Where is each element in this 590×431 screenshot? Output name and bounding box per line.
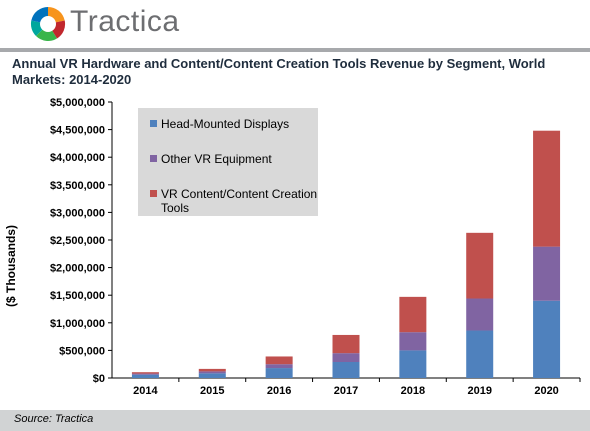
y-tick-label: $4,500,000 (50, 125, 105, 137)
bar-hmd-2018 (399, 350, 427, 378)
bar-other-2019 (466, 298, 494, 331)
x-tick-label: 2020 (534, 385, 558, 397)
bar-content-2019 (466, 232, 494, 299)
legend-swatch-hmd (150, 120, 157, 127)
bar-other-2018 (399, 332, 427, 351)
x-tick-label: 2018 (401, 385, 425, 397)
bar-hmd-2015 (198, 373, 226, 378)
bar-content-2017 (332, 334, 360, 354)
bar-hmd-2014 (131, 374, 159, 378)
x-tick-label: 2014 (133, 385, 158, 397)
bar-other-2015 (198, 371, 226, 374)
bar-hmd-2017 (332, 361, 360, 378)
legend: Head-Mounted Displays Other VR Equipment… (138, 108, 318, 216)
bar-hmd-2016 (265, 368, 293, 378)
footer: Source: Tractica (0, 410, 590, 431)
bar-content-2016 (265, 356, 293, 365)
legend-label-content: VR Content/Content Creation Tools (161, 187, 318, 215)
bar-hmd-2019 (466, 330, 494, 378)
legend-label-other: Other VR Equipment (161, 152, 272, 166)
y-tick-label: $500,000 (59, 345, 105, 357)
y-tick-label: $1,000,000 (50, 318, 105, 330)
y-tick-label: $2,500,000 (50, 235, 105, 247)
chart-title: Annual VR Hardware and Content/Content C… (12, 56, 546, 87)
bar-other-2017 (332, 353, 360, 362)
bar-hmd-2020 (533, 300, 561, 378)
y-tick-label: $1,500,000 (50, 290, 105, 302)
y-tick-label: $2,000,000 (50, 263, 105, 275)
y-axis-label: ($ Thousands) (4, 225, 18, 308)
y-tick-label: $0 (93, 373, 105, 385)
x-tick-label: 2016 (267, 385, 291, 397)
header-divider (0, 48, 590, 52)
bar-other-2014 (131, 373, 159, 375)
y-tick-label: $3,000,000 (50, 207, 105, 219)
bar-content-2015 (198, 368, 226, 372)
y-tick-label: $5,000,000 (50, 97, 105, 109)
legend-swatch-other (150, 155, 157, 162)
y-tick-label: $4,000,000 (50, 152, 105, 164)
x-tick-label: 2015 (200, 385, 224, 397)
bar-other-2020 (533, 246, 561, 301)
y-tick-label: $3,500,000 (50, 180, 105, 192)
brand-name: Tractica (70, 5, 180, 38)
bar-other-2016 (265, 364, 293, 369)
bar-content-2020 (533, 130, 561, 247)
legend-label-hmd: Head-Mounted Displays (161, 117, 290, 131)
header: Tractica (0, 0, 590, 50)
bar-content-2018 (399, 296, 427, 333)
bar-content-2014 (131, 372, 159, 374)
legend-swatch-content (150, 190, 157, 197)
stacked-bar-chart: $0 $500,000 $1,000,000 $1,500,000 $2,000,000… (50, 97, 581, 397)
x-tick-label: 2017 (334, 385, 358, 397)
hexagon-logo-icon (30, 6, 66, 42)
x-tick-label: 2019 (467, 385, 491, 397)
source-note: Source: Tractica (14, 413, 94, 425)
